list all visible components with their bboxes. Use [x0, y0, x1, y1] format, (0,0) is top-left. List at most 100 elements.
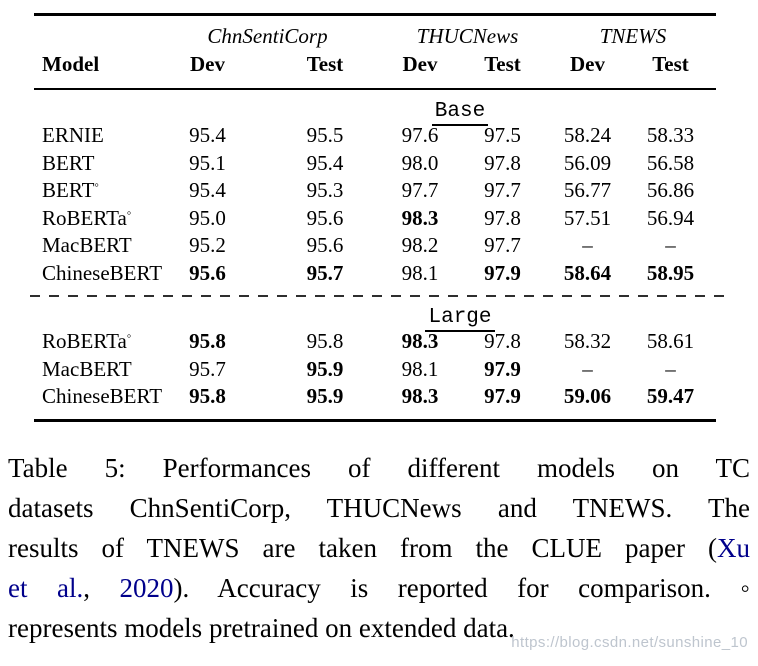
model-name: MacBERT [42, 356, 132, 381]
metric-value: 95.2 [189, 233, 226, 257]
citation-link[interactable]: et al. [8, 573, 84, 603]
section-label-large: Large [34, 303, 716, 332]
metric-value: 95.6 [189, 260, 226, 285]
metric-value: 97.7 [401, 178, 439, 202]
section-large: Large RoBERTa◦ 95.8 95.8 98.3 97.8 58.32 58.61 M… [34, 303, 716, 412]
test-header-thucnews: Test [484, 52, 521, 76]
metric-value: 95.0 [189, 205, 226, 230]
table-row: ChineseBERT 95.8 95.9 98.3 97.9 59.06 59.47 [34, 384, 716, 412]
model-name: MacBERT [42, 233, 132, 257]
metric-value: 58.24 [563, 123, 612, 147]
metric-value: 98.2 [401, 233, 439, 257]
table-row: BERT◦ 95.4 95.3 97.7 97.7 56.77 56.86 [34, 178, 716, 206]
metric-value: 98.1 [401, 356, 439, 381]
results-table: ChnSentiCorp THUCNews TNEWS Model Dev Te… [30, 0, 730, 422]
table-row: ChineseBERT 95.6 95.7 98.1 97.9 58.64 58.95 [34, 261, 716, 289]
extended-data-marker-icon: ◦ [94, 177, 100, 192]
extended-data-marker-icon: ◦ [126, 328, 132, 343]
table-row: RoBERTa◦ 95.0 95.6 98.3 97.8 57.51 56.94 [34, 204, 716, 234]
metric-value: 56.86 [646, 178, 695, 202]
metric-value: 97.9 [484, 260, 521, 285]
section-label-base: Base [34, 97, 716, 126]
metric-value: 95.9 [306, 356, 344, 381]
metric-value: 97.8 [484, 205, 521, 230]
table-bottom-rule [34, 418, 716, 422]
metric-value: 95.1 [189, 150, 226, 175]
metric-value: 95.8 [189, 329, 226, 353]
caption-line: represents models pretrained on extended… [8, 608, 750, 648]
metric-value: 59.06 [563, 384, 612, 408]
metric-value: 58.32 [563, 329, 612, 353]
section-base: Base ERNIE 95.4 95.5 97.6 97.5 58.24 58.33 BERT 9… [34, 97, 716, 288]
table-caption: Table 5: Performances of different model… [8, 448, 750, 648]
table-row: BERT 95.1 95.4 98.0 97.8 56.09 56.58 [34, 151, 716, 179]
metric-value: 59.47 [646, 384, 695, 408]
column-group-header-row: ChnSentiCorp THUCNews TNEWS [34, 24, 716, 52]
model-name: ChineseBERT [42, 384, 163, 408]
extended-data-marker-icon: ◦ [126, 204, 132, 220]
test-header-chnsenticorp: Test [306, 52, 344, 76]
metric-value: 95.5 [306, 123, 344, 147]
metric-value: – [665, 233, 676, 257]
model-name: ChineseBERT [42, 260, 163, 285]
metric-value: 56.58 [646, 150, 695, 175]
metric-value: 98.3 [401, 205, 439, 230]
metric-value: – [582, 356, 593, 381]
watermark: https://blog.csdn.net/sunshine_10 [511, 634, 748, 651]
section-label-text: Large [425, 306, 495, 332]
model-name: BERT [42, 150, 95, 175]
citation-link[interactable]: 2020 [119, 573, 174, 603]
caption-text: represents models pretrained on extended… [8, 613, 515, 643]
metric-value: 58.33 [646, 123, 695, 147]
metric-value: 56.77 [563, 178, 612, 202]
col-group-chnsenticorp: ChnSentiCorp [207, 24, 328, 48]
metric-value: 95.4 [306, 150, 344, 175]
model-column-header: Model [42, 52, 100, 76]
metric-value: – [582, 233, 593, 257]
model-name: BERT◦ [42, 177, 100, 202]
metric-value: 97.9 [484, 384, 521, 408]
metric-value: 95.6 [306, 233, 344, 257]
dev-header-chnsenticorp: Dev [190, 52, 225, 76]
dev-header-thucnews: Dev [402, 52, 438, 76]
caption-line: et al., 2020). Accuracy is reported for … [8, 568, 750, 608]
caption-text: , [83, 573, 120, 603]
table-top-rule [34, 13, 716, 16]
metric-value: 58.64 [563, 260, 612, 285]
citation-link[interactable]: Xu [717, 533, 750, 563]
table-row: ERNIE 95.4 95.5 97.6 97.5 58.24 58.33 [34, 123, 716, 151]
metric-value: 95.6 [306, 205, 344, 230]
model-name: RoBERTa◦ [42, 204, 132, 230]
caption-text: results of TNEWS are taken from the CLUE… [8, 533, 717, 563]
column-header-row: Model Dev Test Dev Test Dev Test [34, 52, 716, 80]
caption-line: results of TNEWS are taken from the CLUE… [8, 528, 750, 568]
caption-line: Table 5: Performances of different model… [8, 448, 750, 488]
metric-value: 95.9 [306, 384, 344, 408]
table-header-rule [34, 88, 716, 90]
metric-value: 56.94 [646, 205, 695, 230]
metric-value: 97.8 [484, 329, 521, 353]
metric-value: 95.8 [306, 329, 344, 353]
metric-value: 98.1 [401, 260, 439, 285]
section-divider-dashed-rule [30, 295, 730, 297]
metric-value: 58.61 [646, 329, 695, 353]
test-header-tnews: Test [652, 52, 689, 76]
metric-value: 95.7 [306, 260, 344, 285]
caption-text: ). Accuracy is reported for comparison. … [173, 573, 750, 603]
model-name: RoBERTa◦ [42, 328, 132, 353]
metric-value: 97.9 [484, 356, 521, 381]
metric-value: 97.5 [484, 123, 521, 147]
table-row: MacBERT 95.7 95.9 98.1 97.9 – – [34, 357, 716, 385]
metric-value: 95.4 [189, 123, 226, 147]
metric-value: 97.7 [484, 178, 521, 202]
metric-value: 98.3 [401, 384, 439, 408]
metric-value: 98.3 [401, 329, 439, 353]
caption-text: datasets ChnSentiCorp, THUCNews and TNEW… [8, 493, 750, 523]
metric-value: 56.09 [563, 150, 612, 175]
metric-value: 98.0 [401, 150, 439, 175]
col-group-tnews: TNEWS [599, 24, 667, 48]
metric-value: 57.51 [563, 205, 612, 230]
model-name: ERNIE [42, 123, 104, 147]
caption-text: Table 5: Performances of different model… [8, 453, 750, 483]
